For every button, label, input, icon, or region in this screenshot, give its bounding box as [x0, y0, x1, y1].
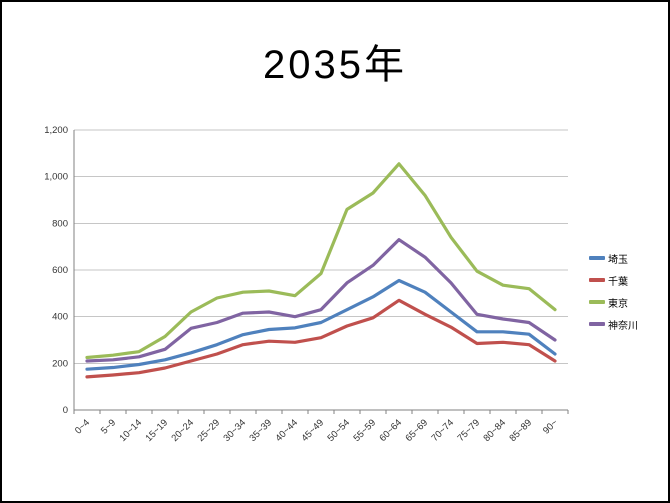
y-axis-tick-label: 1,000: [44, 172, 68, 183]
x-axis-tick-label: 60~64: [377, 417, 404, 444]
y-axis-tick-label: 0: [63, 405, 68, 416]
legend-line-swatch-icon: [589, 278, 605, 282]
x-axis-tick-label: 45~49: [299, 417, 326, 444]
x-axis-tick-label: 15~19: [143, 417, 170, 444]
x-axis-tick-label: 30~34: [221, 417, 248, 444]
legend-line-swatch-icon: [589, 322, 605, 326]
series-line-3: [85, 238, 557, 363]
y-axis-tick-label: 600: [52, 265, 68, 276]
x-axis-tick-label: 5~9: [99, 417, 118, 436]
chart-legend: 埼玉 千葉 東京 神奈川: [589, 247, 638, 335]
legend-label: 東京: [608, 298, 628, 310]
legend-item-0: 埼玉: [589, 247, 638, 269]
x-axis-tick-label: 70~74: [429, 417, 456, 444]
y-axis-tick-label: 1,200: [44, 125, 68, 136]
series-line-2: [85, 162, 557, 360]
y-axis-tick-label: 200: [52, 358, 68, 369]
x-axis-tick-label: 75~79: [455, 417, 482, 444]
x-axis-tick-label: 50~54: [325, 417, 352, 444]
legend-line-swatch-icon: [589, 256, 605, 260]
legend-item-3: 神奈川: [589, 313, 638, 335]
x-axis-tick-label: 0~4: [73, 417, 92, 436]
legend-label: 埼玉: [608, 254, 628, 266]
x-axis-tick-label: 85~89: [507, 417, 534, 444]
y-axis-tick-label: 400: [52, 312, 68, 323]
x-axis-tick-label: 90~: [541, 417, 560, 436]
x-axis-tick-label: 10~14: [117, 417, 144, 444]
legend-item-2: 東京: [589, 291, 638, 313]
x-axis-tick-label: 35~39: [247, 417, 274, 444]
legend-item-1: 千葉: [589, 269, 638, 291]
legend-label: 千葉: [608, 276, 628, 288]
y-axis-tick-label: 800: [52, 218, 68, 229]
legend-line-swatch-icon: [589, 300, 605, 304]
x-axis-tick-label: 80~84: [481, 417, 508, 444]
series-line-0: [85, 278, 557, 371]
chart-title: 2035年: [263, 43, 407, 87]
x-axis-tick-label: 40~44: [273, 417, 300, 444]
legend-label: 神奈川: [608, 320, 638, 332]
series-line-1: [85, 298, 557, 379]
x-axis-tick-label: 20~24: [169, 417, 196, 444]
x-axis-tick-label: 65~69: [403, 417, 430, 444]
x-axis-tick-label: 25~29: [195, 417, 222, 444]
x-axis-tick-label: 55~59: [351, 417, 378, 444]
